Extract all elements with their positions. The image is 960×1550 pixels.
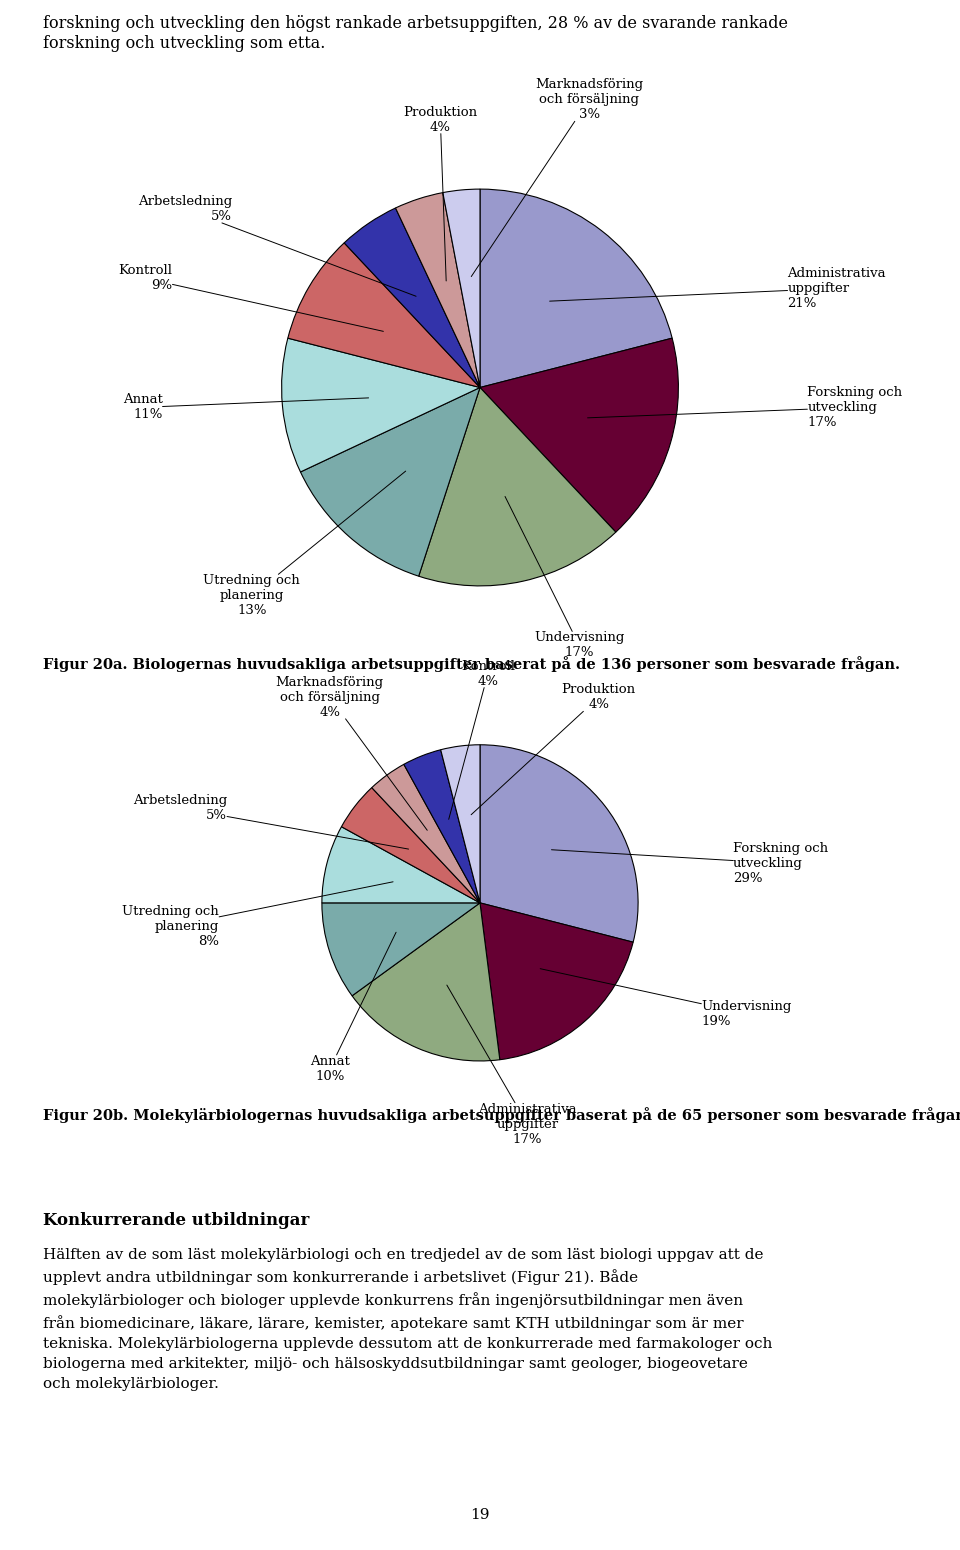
Text: Marknadsföring
och försäljning
3%: Marknadsföring och försäljning 3% bbox=[471, 79, 643, 276]
Text: Hälften av de som läst molekylärbiologi och en tredjedel av de som läst biologi : Hälften av de som läst molekylärbiologi … bbox=[43, 1248, 773, 1390]
Text: Administrativa
uppgifter
21%: Administrativa uppgifter 21% bbox=[550, 267, 886, 310]
Text: Forskning och
utveckling
29%: Forskning och utveckling 29% bbox=[551, 842, 828, 885]
Text: Produktion
4%: Produktion 4% bbox=[403, 105, 477, 281]
Text: Annat
11%: Annat 11% bbox=[123, 394, 369, 422]
Wedge shape bbox=[480, 189, 672, 388]
Wedge shape bbox=[345, 208, 480, 388]
Text: Marknadsföring
och försäljning
4%: Marknadsföring och försäljning 4% bbox=[276, 676, 427, 831]
Text: 19: 19 bbox=[470, 1508, 490, 1522]
Wedge shape bbox=[441, 746, 480, 902]
Wedge shape bbox=[322, 826, 480, 904]
Text: Undervisning
17%: Undervisning 17% bbox=[505, 496, 624, 659]
Wedge shape bbox=[342, 787, 480, 902]
Text: Produktion
4%: Produktion 4% bbox=[471, 684, 636, 815]
Text: Arbetsledning
5%: Arbetsledning 5% bbox=[137, 195, 416, 296]
Wedge shape bbox=[281, 338, 480, 471]
Wedge shape bbox=[300, 388, 480, 577]
Wedge shape bbox=[288, 243, 480, 388]
Text: Utredning och
planering
13%: Utredning och planering 13% bbox=[204, 471, 406, 617]
Wedge shape bbox=[404, 750, 480, 902]
Text: Konkurrerande utbildningar: Konkurrerande utbildningar bbox=[43, 1212, 309, 1229]
Text: Utredning och
planering
8%: Utredning och planering 8% bbox=[122, 882, 393, 949]
Wedge shape bbox=[480, 902, 634, 1060]
Text: Figur 20b. Molekylärbiologernas huvudsakliga arbetsuppgifter baserat på de 65 pe: Figur 20b. Molekylärbiologernas huvudsak… bbox=[43, 1107, 960, 1122]
Wedge shape bbox=[372, 764, 480, 902]
Text: forskning och utveckling den högst rankade arbetsuppgiften, 28 % av de svarande : forskning och utveckling den högst ranka… bbox=[43, 16, 788, 53]
Wedge shape bbox=[443, 189, 480, 388]
Wedge shape bbox=[396, 192, 480, 388]
Wedge shape bbox=[322, 902, 480, 995]
Text: Kontroll
4%: Kontroll 4% bbox=[448, 660, 515, 820]
Wedge shape bbox=[419, 388, 615, 586]
Text: Figur 20a. Biologernas huvudsakliga arbetsuppgifter baserat på de 136 personer s: Figur 20a. Biologernas huvudsakliga arbe… bbox=[43, 656, 900, 673]
Text: Arbetsledning
5%: Arbetsledning 5% bbox=[132, 794, 409, 849]
Wedge shape bbox=[352, 902, 500, 1060]
Text: Administrativa
uppgifter
17%: Administrativa uppgifter 17% bbox=[446, 986, 577, 1145]
Text: Undervisning
19%: Undervisning 19% bbox=[540, 969, 792, 1028]
Text: Kontroll
9%: Kontroll 9% bbox=[118, 265, 383, 332]
Wedge shape bbox=[480, 338, 679, 532]
Text: Forskning och
utveckling
17%: Forskning och utveckling 17% bbox=[588, 386, 902, 429]
Wedge shape bbox=[480, 746, 638, 942]
Text: Annat
10%: Annat 10% bbox=[310, 932, 396, 1083]
